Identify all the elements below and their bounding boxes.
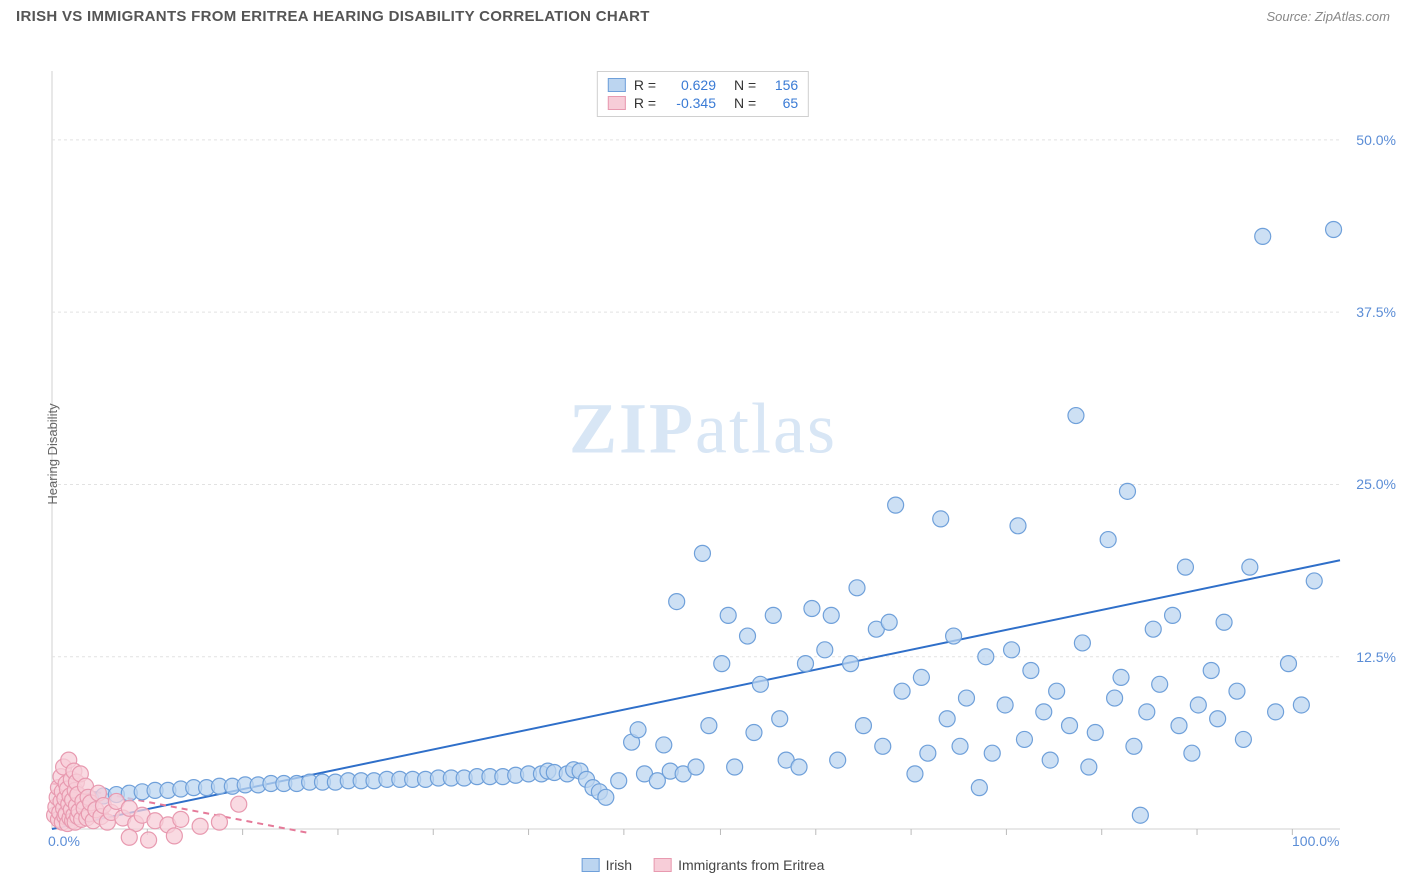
legend-item: Irish <box>582 857 632 873</box>
legend-r-value: -0.345 <box>664 95 716 111</box>
legend-row: R = -0.345 N = 65 <box>608 94 798 112</box>
legend-swatch <box>654 858 672 872</box>
legend-n-label: N = <box>734 95 756 111</box>
scatter-plot-svg <box>0 29 1406 879</box>
y-tick-label: 12.5% <box>1356 649 1396 665</box>
legend-item: Immigrants from Eritrea <box>654 857 824 873</box>
legend-r-label: R = <box>634 77 656 93</box>
chart-header: IRISH VS IMMIGRANTS FROM ERITREA HEARING… <box>0 0 1406 29</box>
legend-swatch <box>608 78 626 92</box>
y-axis-label: Hearing Disability <box>45 403 60 504</box>
chart-area: Hearing Disability ZIPatlas R =0.629N =1… <box>0 29 1406 879</box>
legend-swatch <box>608 96 626 110</box>
legend-n-label: N = <box>734 77 756 93</box>
y-tick-label: 25.0% <box>1356 476 1396 492</box>
chart-source: Source: ZipAtlas.com <box>1266 9 1390 24</box>
legend-row: R = 0.629 N = 156 <box>608 76 798 94</box>
y-tick-label: 37.5% <box>1356 304 1396 320</box>
x-tick-label: 0.0% <box>48 833 80 849</box>
chart-title: IRISH VS IMMIGRANTS FROM ERITREA HEARING… <box>16 8 650 25</box>
x-tick-label: 100.0% <box>1292 833 1339 849</box>
legend-label: Immigrants from Eritrea <box>678 857 824 873</box>
y-tick-label: 50.0% <box>1356 132 1396 148</box>
legend-swatch <box>582 858 600 872</box>
legend-n-value: 65 <box>764 95 798 111</box>
legend-r-value: 0.629 <box>664 77 716 93</box>
series-legend: Irish Immigrants from Eritrea <box>582 857 825 873</box>
legend-r-label: R = <box>634 95 656 111</box>
correlation-legend: R = 0.629 N = 156 R = -0.345 N = 65 <box>597 71 809 117</box>
legend-label: Irish <box>606 857 632 873</box>
legend-n-value: 156 <box>764 77 798 93</box>
